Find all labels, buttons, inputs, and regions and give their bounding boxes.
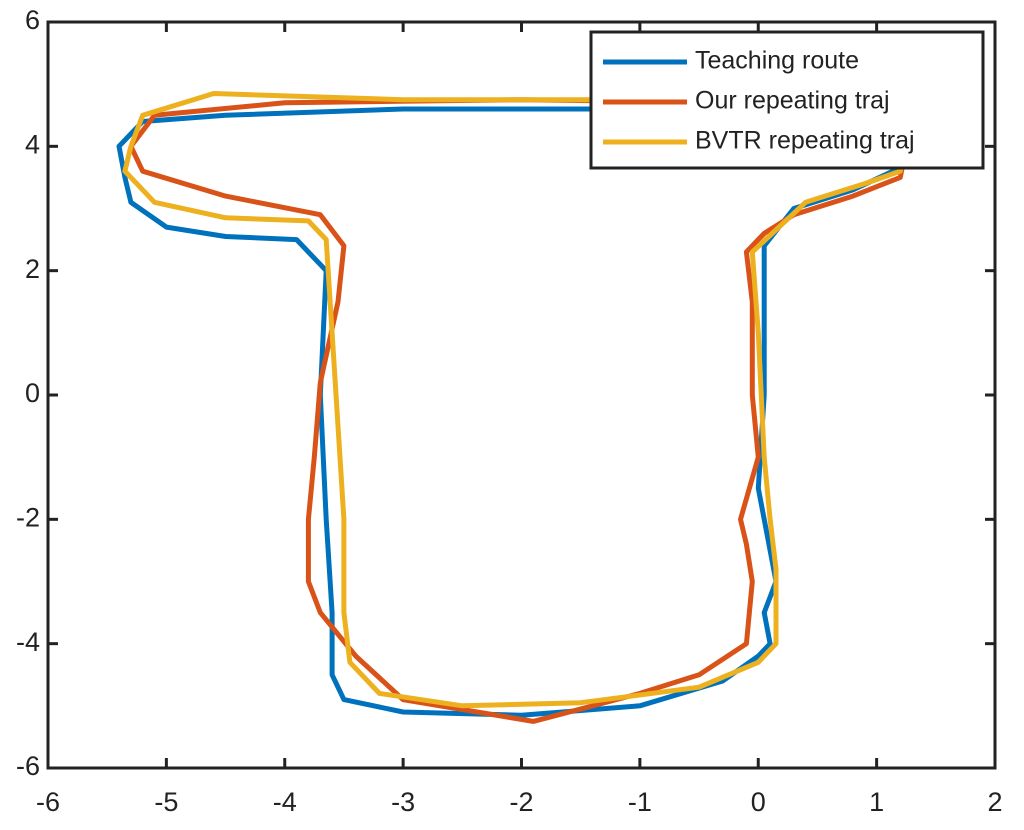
y-tick-label: -6 [16,751,40,781]
x-tick-label: -2 [509,787,533,817]
x-tick-label: 0 [751,787,766,817]
series-line [116,106,909,718]
y-tick-label: 0 [25,378,40,408]
x-tick-label: 2 [987,787,1002,817]
y-tick-label: -4 [16,627,40,657]
y-tick-label: 2 [25,254,40,284]
y-tick-label: 6 [25,5,40,35]
x-tick-label: -6 [36,787,60,817]
series-line [122,91,909,709]
legend: Teaching route Our repeating traj BVTR rep… [589,30,985,170]
x-tick-label: -5 [154,787,178,817]
legend-label: Our repeating traj [695,87,890,115]
legend-label: BVTR repeating traj [695,127,915,155]
y-tick-label: -2 [16,502,40,532]
series-line [128,97,909,724]
x-tick-label: -4 [273,787,297,817]
x-tick-label: 1 [869,787,884,817]
x-tick-label: -3 [391,787,415,817]
x-tick-label: -1 [628,787,652,817]
y-tick-label: 4 [25,129,40,159]
plot-frame [46,20,997,770]
legend-label: Teaching route [695,47,859,75]
